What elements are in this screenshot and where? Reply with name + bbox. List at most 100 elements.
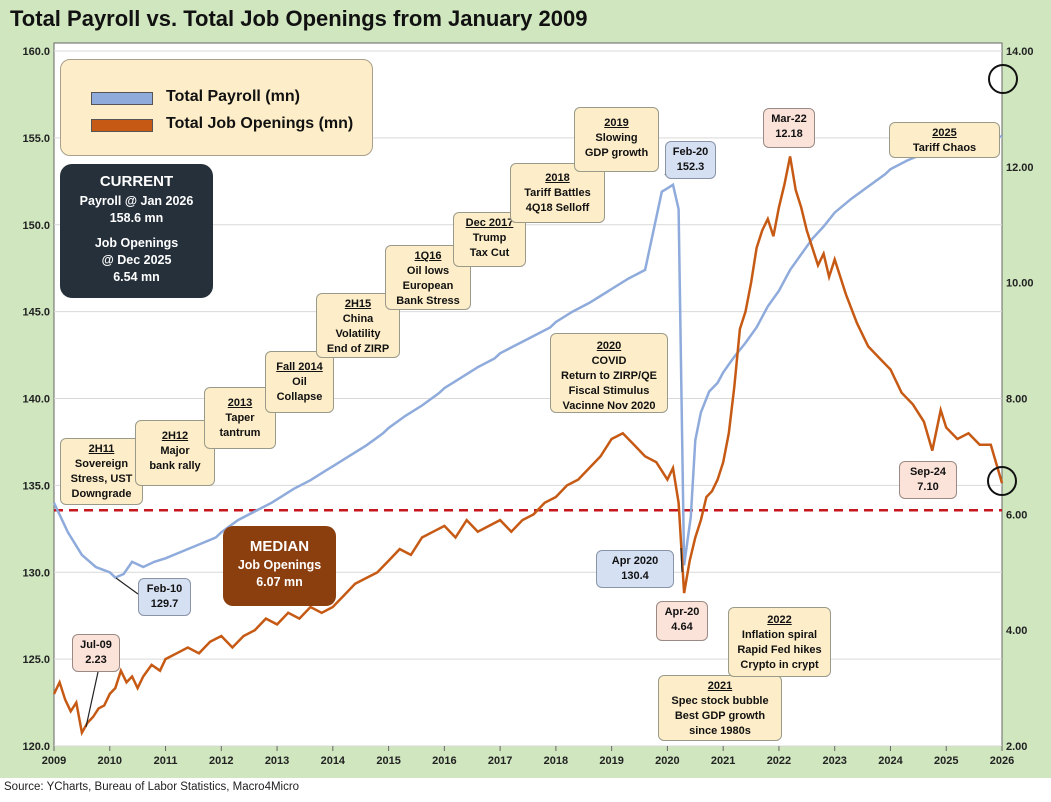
annotation-line: 4Q18 Selloff	[525, 202, 590, 214]
annotation-line: Crypto in crypt	[740, 659, 819, 671]
payroll-line	[52, 134, 1003, 579]
annotation-heading: Dec 2017	[465, 217, 514, 229]
legend-swatch-openings	[91, 119, 153, 132]
annotation-1q16: 1Q16 Oil lows European Bank Stress	[385, 245, 471, 310]
annotation-line: European	[402, 280, 454, 292]
annotation-line: Best GDP growth	[674, 710, 766, 722]
current-openings-value: 6.54 mn	[113, 270, 160, 284]
legend-label-openings: Total Job Openings (mn)	[166, 115, 354, 132]
callout-sep-24: Sep-24 7.10	[899, 461, 957, 499]
median-heading: MEDIAN	[249, 538, 310, 555]
legend-label-payroll: Total Payroll (mn)	[166, 88, 300, 105]
x-tick-label: 2019	[599, 755, 623, 767]
y-right-tick-label: 14.00	[1006, 46, 1034, 58]
annotation-heading: 2018	[545, 172, 570, 184]
annotation-line: Taper	[225, 412, 255, 424]
callout-label: Feb-10	[146, 583, 183, 595]
callout-value: 152.3	[676, 161, 705, 173]
annotation-2025: 2025 Tariff Chaos	[889, 122, 1000, 158]
highlight-circle-payroll	[988, 64, 1018, 94]
chart-title: Total Payroll vs. Total Job Openings fro…	[10, 6, 588, 31]
annotation-line: Major	[160, 445, 190, 457]
callout-value: 130.4	[621, 570, 649, 582]
x-tick-label: 2017	[488, 755, 512, 767]
annotation-line: GDP growth	[584, 147, 649, 159]
y-left-tick-label: 160.0	[22, 46, 50, 58]
callout-value: 129.7	[150, 598, 179, 610]
x-ticks: 2009 2010 2011 2012 2013 2014 2015 2016 2017 2018…	[42, 746, 1014, 767]
current-openings-date: @ Dec 2025	[101, 253, 172, 267]
callout-label: Apr 2020	[611, 555, 659, 567]
y-right-tick-label: 10.00	[1006, 278, 1034, 290]
annotation-fall-2014: Fall 2014 Oil Collapse	[265, 351, 334, 413]
y-left-tick-label: 130.0	[22, 567, 50, 579]
annotation-line: tantrum	[219, 427, 261, 439]
annotation-heading: 2019	[604, 117, 629, 129]
callout-value: 7.10	[917, 481, 939, 493]
y-left-tick-label: 135.0	[22, 480, 50, 492]
annotation-line: Sovereign	[74, 458, 129, 470]
x-tick-label: 2025	[934, 755, 958, 767]
callout-apr-2020: Apr 2020 130.4	[596, 550, 674, 588]
median-value: 6.07 mn	[256, 575, 303, 589]
y-left-tick-label: 150.0	[22, 220, 50, 232]
x-tick-label: 2012	[209, 755, 233, 767]
annotation-heading: Fall 2014	[276, 361, 323, 373]
callout-value: 12.18	[775, 128, 803, 140]
annotation-line: Slowing	[595, 132, 638, 144]
annotation-heading: 1Q16	[414, 250, 442, 262]
callout-label: Apr-20	[664, 606, 700, 618]
legend: Total Payroll (mn) Total Job Openings (m…	[60, 59, 373, 156]
annotation-line: Downgrade	[71, 488, 132, 500]
annotation-line: Fiscal Stimulus	[568, 385, 650, 397]
y-right-tick-label: 2.00	[1006, 741, 1027, 753]
annotation-heading: 2H15	[344, 298, 372, 310]
annotation-line: since 1980s	[689, 725, 751, 737]
annotation-line: Inflation spiral	[741, 629, 818, 641]
y-right-tick-label: 12.00	[1006, 162, 1034, 174]
x-tick-label: 2014	[321, 755, 346, 767]
y-left-tick-label: 140.0	[22, 394, 50, 406]
annotation-heading: 2H11	[88, 443, 115, 455]
source-note: Source: YCharts, Bureau of Labor Statist…	[4, 781, 300, 793]
y-right-tick-label: 6.00	[1006, 509, 1027, 521]
annotation-heading: 2H12	[161, 430, 189, 442]
annotation-2013: 2013 Taper tantrum	[204, 387, 276, 449]
x-tick-label: 2013	[265, 755, 289, 767]
y-right-tick-label: 8.00	[1006, 394, 1027, 406]
callout-jul-09: Jul-09 2.23	[72, 634, 120, 672]
annotation-line: Vacinne Nov 2020	[562, 400, 656, 412]
callout-label: Mar-22	[771, 113, 807, 125]
annotation-line: Collapse	[276, 391, 323, 403]
callout-apr-20: Apr-20 4.64	[656, 601, 708, 641]
x-tick-label: 2010	[98, 755, 122, 767]
annotation-line: Volatility	[335, 328, 381, 340]
current-openings-label: Job Openings	[94, 236, 179, 250]
annotation-heading: 2013	[227, 397, 253, 409]
current-payroll-value: 158.6 mn	[109, 211, 164, 225]
x-tick-label: 2026	[990, 755, 1014, 767]
annotation-2h11: 2H11 Sovereign Stress, UST Downgrade	[60, 438, 143, 505]
annotation-heading: 2020	[596, 340, 622, 352]
current-box: CURRENT Payroll @ Jan 2026 158.6 mn Job …	[60, 164, 213, 298]
callout-value: 4.64	[671, 621, 693, 633]
callout-label: Sep-24	[909, 466, 947, 478]
callout-feb-20: Feb-20 152.3	[665, 141, 716, 179]
callout-value: 2.23	[85, 654, 107, 666]
y-right-tick-label: 4.00	[1006, 625, 1027, 637]
x-tick-label: 2021	[711, 755, 735, 767]
annotation-line: Bank Stress	[396, 295, 460, 307]
annotation-line: Tariff Chaos	[912, 142, 977, 154]
x-tick-label: 2022	[767, 755, 791, 767]
annotation-line: bank rally	[149, 460, 201, 472]
x-tick-label: 2024	[878, 755, 903, 767]
callout-mar-22: Mar-22 12.18	[763, 108, 815, 148]
x-tick-label: 2018	[544, 755, 568, 767]
y-left-tick-label: 145.0	[22, 307, 50, 319]
annotation-line: Rapid Fed hikes	[737, 644, 822, 656]
x-tick-label: 2016	[432, 755, 456, 767]
annotation-line: Spec stock bubble	[671, 695, 769, 707]
x-tick-label: 2009	[42, 755, 66, 767]
annotation-line: COVID	[591, 355, 627, 367]
annotation-line: Stress, UST	[70, 473, 133, 485]
